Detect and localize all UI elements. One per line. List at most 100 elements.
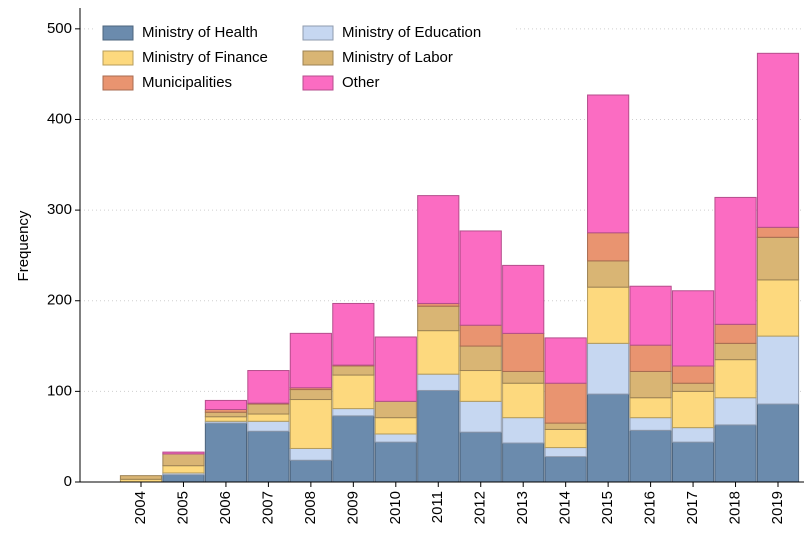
bar-segment (374, 433, 417, 443)
x-tick-label: 2011 (429, 491, 446, 523)
legend: Ministry of Health Ministry of Education M… (94, 16, 514, 100)
bar-segment (374, 417, 417, 435)
legend-swatch (102, 50, 134, 66)
bar-segment (629, 397, 672, 419)
bar-segment (374, 400, 417, 419)
bar-segment (332, 374, 375, 410)
legend-label: Ministry of Education (342, 24, 481, 41)
bar-segment (671, 427, 715, 443)
bar-segment (544, 422, 587, 430)
x-tick-label: 2009 (344, 491, 361, 524)
bar-segment (162, 453, 205, 467)
y-tick-label: 100 (47, 382, 72, 399)
legend-swatch (302, 25, 334, 41)
bar-segment (544, 447, 587, 458)
y-axis-label: Frequency (15, 210, 32, 281)
bar-segment (502, 382, 545, 419)
bar-segment (204, 399, 248, 410)
bar-segment (629, 417, 672, 431)
bar-segment (247, 420, 290, 432)
x-tick-label: 2013 (514, 491, 531, 524)
bar-segment (544, 456, 587, 483)
y-tick-label: 200 (47, 292, 72, 309)
bar-segment (714, 196, 757, 325)
bar-segment (671, 290, 715, 367)
x-tick-label: 2005 (174, 491, 191, 524)
bar-segment (162, 465, 205, 474)
bar-segment (502, 264, 545, 334)
x-tick-label: 2015 (599, 491, 616, 524)
bar-segment (756, 236, 800, 281)
bar-segment (756, 403, 800, 483)
x-tick-label: 2006 (217, 491, 234, 524)
legend-label: Other (342, 74, 380, 91)
bar-segment (247, 403, 290, 415)
bar-segment (714, 342, 757, 361)
x-tick-label: 2008 (302, 491, 319, 524)
bar-segment (459, 345, 502, 372)
bar-segment (629, 429, 672, 483)
bar-segment (629, 344, 672, 372)
bar-segment (332, 415, 375, 483)
x-tick-label: 2016 (642, 491, 659, 524)
bar-segment (459, 324, 502, 347)
legend-swatch (302, 75, 334, 91)
bar-segment (502, 442, 545, 483)
bar-segment (629, 285, 672, 346)
bar-segment (417, 195, 460, 304)
bar-segment (289, 332, 332, 389)
bar-segment (204, 422, 248, 483)
bar-segment (544, 428, 587, 449)
bar-segment (756, 279, 800, 337)
bar-segment (289, 447, 332, 461)
bar-segment (459, 230, 502, 326)
bar-segment (714, 359, 757, 399)
x-tick-label: 2004 (132, 491, 149, 524)
bar-segment (671, 382, 715, 392)
bar-segment (502, 332, 545, 372)
bar-segment (756, 52, 800, 228)
x-tick-label: 2018 (727, 491, 744, 524)
bar-segment (374, 441, 417, 483)
bar-segment (459, 400, 502, 433)
bar-segment (332, 302, 375, 366)
bar-segment (247, 370, 290, 404)
bar-segment (332, 408, 375, 417)
bar-segment (714, 424, 757, 483)
bar-segment (162, 474, 205, 483)
bar-segment (671, 390, 715, 429)
bar-segment (714, 397, 757, 426)
bar-segment (587, 232, 630, 262)
bar-segment (459, 370, 502, 402)
x-tick-label: 2010 (387, 491, 404, 524)
y-tick-label: 400 (47, 110, 72, 127)
bar-segment (289, 399, 332, 449)
x-tick-label: 2007 (259, 491, 276, 524)
bar-segment (247, 413, 290, 422)
bar-segment (587, 94, 630, 234)
legend-swatch (102, 25, 134, 41)
y-tick-label: 300 (47, 201, 72, 218)
legend-label: Ministry of Health (142, 24, 258, 41)
bar-segment (629, 370, 672, 399)
bar-segment (289, 389, 332, 401)
bar-segment (544, 337, 587, 384)
bar-segment (204, 416, 248, 422)
legend-swatch (302, 50, 334, 66)
bar-segment (417, 373, 460, 391)
bar-segment (544, 382, 587, 424)
bar-segment (374, 336, 417, 402)
bar-segment (417, 330, 460, 375)
bar-segment (162, 451, 205, 455)
bar-segment (587, 260, 630, 288)
bar-segment (502, 370, 545, 384)
bar-segment (587, 342, 630, 395)
bar-segment (459, 431, 502, 483)
bar-segment (417, 305, 460, 332)
bar-segment (756, 335, 800, 405)
bar-segment (756, 226, 800, 238)
legend-label: Municipalities (142, 74, 232, 91)
legend-label: Ministry of Finance (142, 49, 268, 66)
legend-swatch (102, 75, 134, 91)
